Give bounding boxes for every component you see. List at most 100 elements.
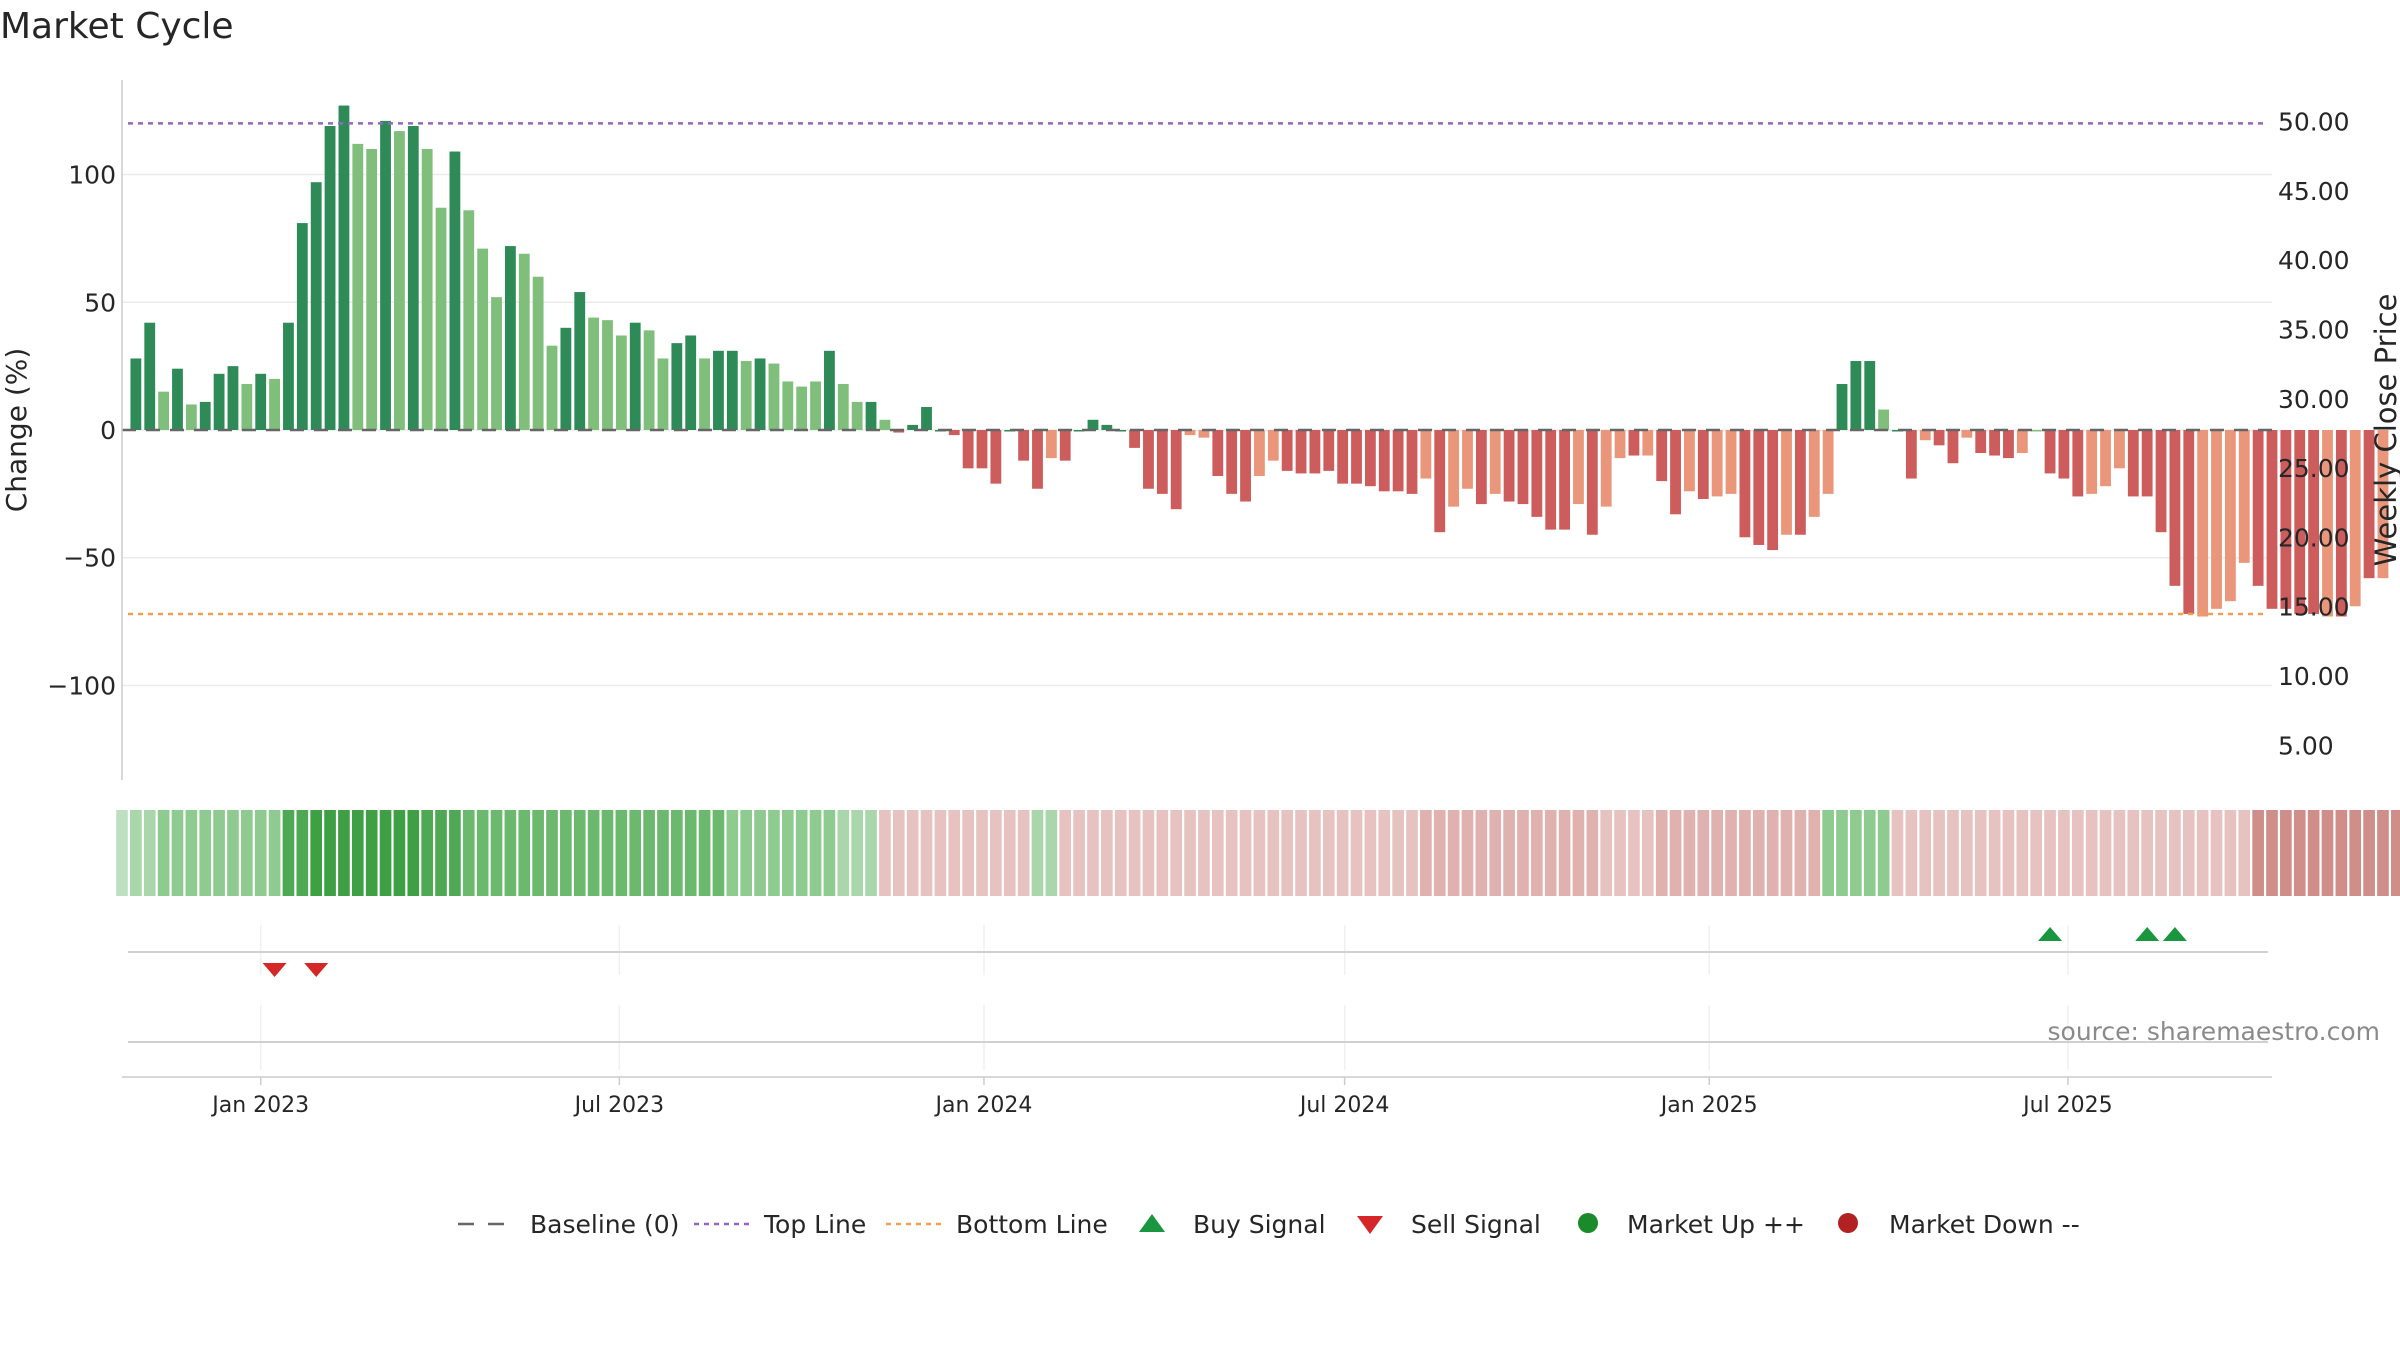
bar (2058, 430, 2070, 479)
legend-label: Sell Signal (1411, 1210, 1541, 1239)
bar (2266, 430, 2278, 609)
y-axis-label: Change (%) (0, 348, 33, 513)
heat-cell (1655, 810, 1668, 896)
heat-cell (1544, 810, 1557, 896)
bar (740, 361, 752, 430)
bar (1309, 430, 1321, 474)
bar (1794, 430, 1806, 535)
heat-cell (2182, 810, 2195, 896)
bar (1378, 430, 1390, 492)
bar (1503, 430, 1515, 502)
bar (2141, 430, 2153, 497)
y2-tick-label: 40.00 (2278, 246, 2350, 275)
heat-cell (1752, 810, 1765, 896)
bar (865, 401, 877, 430)
bar (1961, 430, 1973, 438)
heat-cell (934, 810, 947, 896)
heat-cell (948, 810, 961, 896)
bar (1323, 430, 1335, 471)
bar (2086, 430, 2098, 494)
heat-strip (116, 810, 2400, 896)
heat-cell (1947, 810, 1959, 896)
heat-cell (809, 810, 822, 896)
y2-tick-label: 5.00 (2278, 731, 2334, 760)
heat-cell (1239, 810, 1252, 896)
bar (671, 343, 683, 430)
heat-cell (1739, 810, 1751, 896)
bar (1475, 430, 1487, 505)
bar (1822, 430, 1834, 494)
bar (477, 248, 489, 430)
bar (976, 430, 988, 469)
heat-cell (449, 810, 461, 896)
y-tick-label: −50 (63, 544, 116, 573)
bar (1656, 430, 1668, 482)
bar (1919, 430, 1931, 441)
bar (1254, 430, 1265, 476)
heat-cell (2002, 810, 2015, 896)
heat-cell (1600, 810, 1613, 896)
heat-cell (2252, 810, 2264, 896)
bar (1462, 430, 1473, 489)
bar (1420, 430, 1432, 479)
heat-cell (379, 810, 392, 896)
y-tick-label: −100 (47, 671, 116, 700)
buy-signal-marker (2038, 927, 2063, 941)
x-tick-label: Jul 2023 (573, 1093, 665, 1118)
bar (699, 358, 710, 430)
bar (1406, 430, 1418, 494)
bar (2030, 430, 2042, 432)
bar (2169, 430, 2181, 586)
heat-cell (962, 810, 974, 896)
bar (1212, 430, 1224, 476)
heat-cell (116, 810, 128, 896)
bar (602, 320, 613, 430)
sell-signal-marker (304, 963, 329, 977)
bar (2294, 430, 2306, 614)
heat-cell (1211, 810, 1224, 896)
bar (199, 401, 211, 430)
y-tick-label: 50 (84, 288, 116, 317)
chart-title: Market Cycle (0, 6, 234, 47)
heat-cell (1225, 810, 1238, 896)
heat-cell (171, 810, 184, 896)
heat-cell (1503, 810, 1515, 896)
heat-cell (462, 810, 475, 896)
bar (1642, 430, 1654, 456)
heat-cell (2141, 810, 2153, 896)
bar (1364, 430, 1376, 487)
bar (560, 327, 572, 430)
heat-cell (1156, 810, 1169, 896)
sell-signal-marker (262, 963, 287, 977)
heat-cell (199, 810, 212, 896)
bar (213, 373, 225, 430)
legend-label: Top Line (763, 1210, 866, 1239)
heat-cell (2113, 810, 2126, 896)
heat-cell (1087, 810, 1099, 896)
heat-cell (1017, 810, 1030, 896)
bar (255, 373, 267, 430)
heat-cell (421, 810, 433, 896)
heat-cell (476, 810, 489, 896)
bar (130, 358, 142, 430)
y2-tick-label: 35.00 (2278, 316, 2350, 345)
y2-tick-label: 15.00 (2278, 593, 2350, 622)
bar (241, 384, 253, 430)
bar (227, 366, 239, 430)
bar (380, 120, 391, 430)
bar (1725, 430, 1737, 494)
bar (1018, 430, 1030, 461)
heat-cell (130, 810, 142, 896)
heat-cell (2058, 810, 2070, 896)
heat-cell (2335, 810, 2348, 896)
heat-cell (851, 810, 863, 896)
bar (435, 207, 447, 430)
bar (2308, 430, 2320, 614)
legend-market-up-swatch (1578, 1213, 1598, 1233)
bar (1753, 430, 1765, 545)
heat-cell (1364, 810, 1377, 896)
bar (2224, 430, 2236, 602)
heat-cell (1697, 810, 1710, 896)
heat-cell (823, 810, 836, 896)
